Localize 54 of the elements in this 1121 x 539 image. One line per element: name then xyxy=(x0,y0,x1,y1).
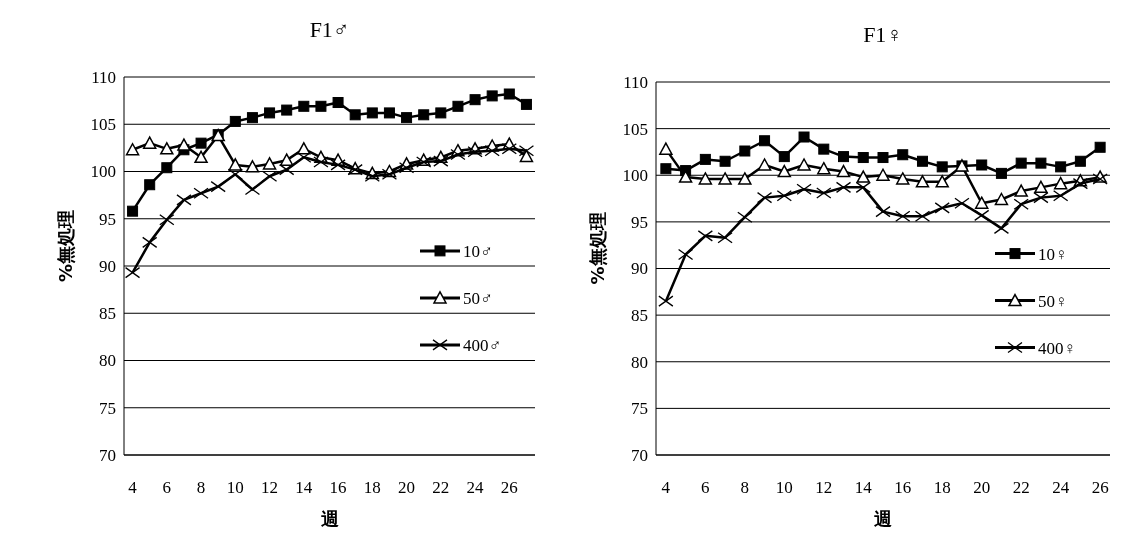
y-tick-label: 70 xyxy=(631,445,648,465)
x-tick-label: 4 xyxy=(661,478,671,497)
x-tick-label: 12 xyxy=(815,478,833,497)
y-tick-label: 90 xyxy=(631,259,648,279)
legend-label: 10♂ xyxy=(463,241,493,261)
y-axis-title: %無処理 xyxy=(587,212,608,285)
x-tick-label: 8 xyxy=(740,478,750,497)
legend-label: 50♀ xyxy=(1038,291,1068,311)
x-tick-label: 22 xyxy=(432,478,450,497)
y-tick-label: 105 xyxy=(90,115,116,135)
x-tick-label: 26 xyxy=(1091,478,1109,497)
x-tick-label: 20 xyxy=(398,478,416,497)
x-tick-label: 14 xyxy=(854,478,873,497)
y-tick-label: 95 xyxy=(99,209,116,229)
x-tick-label: 12 xyxy=(261,478,279,497)
y-axis-title: %無処理 xyxy=(55,209,76,283)
y-tick-label: 70 xyxy=(99,445,116,465)
y-tick-label: 110 xyxy=(91,67,116,87)
y-tick-label: 110 xyxy=(623,72,648,92)
x-tick-label: 24 xyxy=(466,478,485,497)
x-tick-label: 6 xyxy=(701,478,710,497)
x-tick-label: 22 xyxy=(1012,478,1030,497)
legend-label: 400♀ xyxy=(1038,338,1077,358)
y-tick-label: 90 xyxy=(99,256,116,276)
x-tick-label: 4 xyxy=(128,478,138,497)
chart-title: F1♂ xyxy=(309,17,350,42)
y-tick-label: 100 xyxy=(90,162,116,182)
x-tick-label: 8 xyxy=(196,478,206,497)
x-tick-label: 6 xyxy=(162,478,172,497)
x-tick-label: 10 xyxy=(226,478,244,497)
x-tick-label: 16 xyxy=(894,478,912,497)
x-tick-label: 10 xyxy=(775,478,793,497)
y-tick-label: 75 xyxy=(99,398,116,418)
x-tick-label: 16 xyxy=(329,478,347,497)
x-axis-title: 週 xyxy=(873,508,892,529)
y-tick-label: 95 xyxy=(631,212,648,232)
x-tick-label: 24 xyxy=(1052,478,1070,497)
x-tick-label: 26 xyxy=(500,478,518,497)
y-tick-label: 75 xyxy=(631,399,648,419)
legend-label: 400♂ xyxy=(463,335,502,355)
legend-label: 10♀ xyxy=(1038,244,1068,264)
y-tick-label: 100 xyxy=(622,166,648,186)
chart-title: F1♀ xyxy=(863,22,903,47)
y-tick-label: 105 xyxy=(622,119,648,139)
x-tick-label: 18 xyxy=(933,478,951,497)
x-tick-label: 14 xyxy=(295,478,313,497)
x-tick-label: 20 xyxy=(973,478,991,497)
legend-label: 50♂ xyxy=(463,288,493,308)
x-axis-title: 週 xyxy=(319,508,339,529)
y-tick-label: 80 xyxy=(631,352,648,372)
y-tick-label: 85 xyxy=(631,306,648,326)
x-tick-label: 18 xyxy=(363,478,381,497)
y-tick-label: 80 xyxy=(99,351,116,371)
y-tick-label: 85 xyxy=(99,304,116,324)
